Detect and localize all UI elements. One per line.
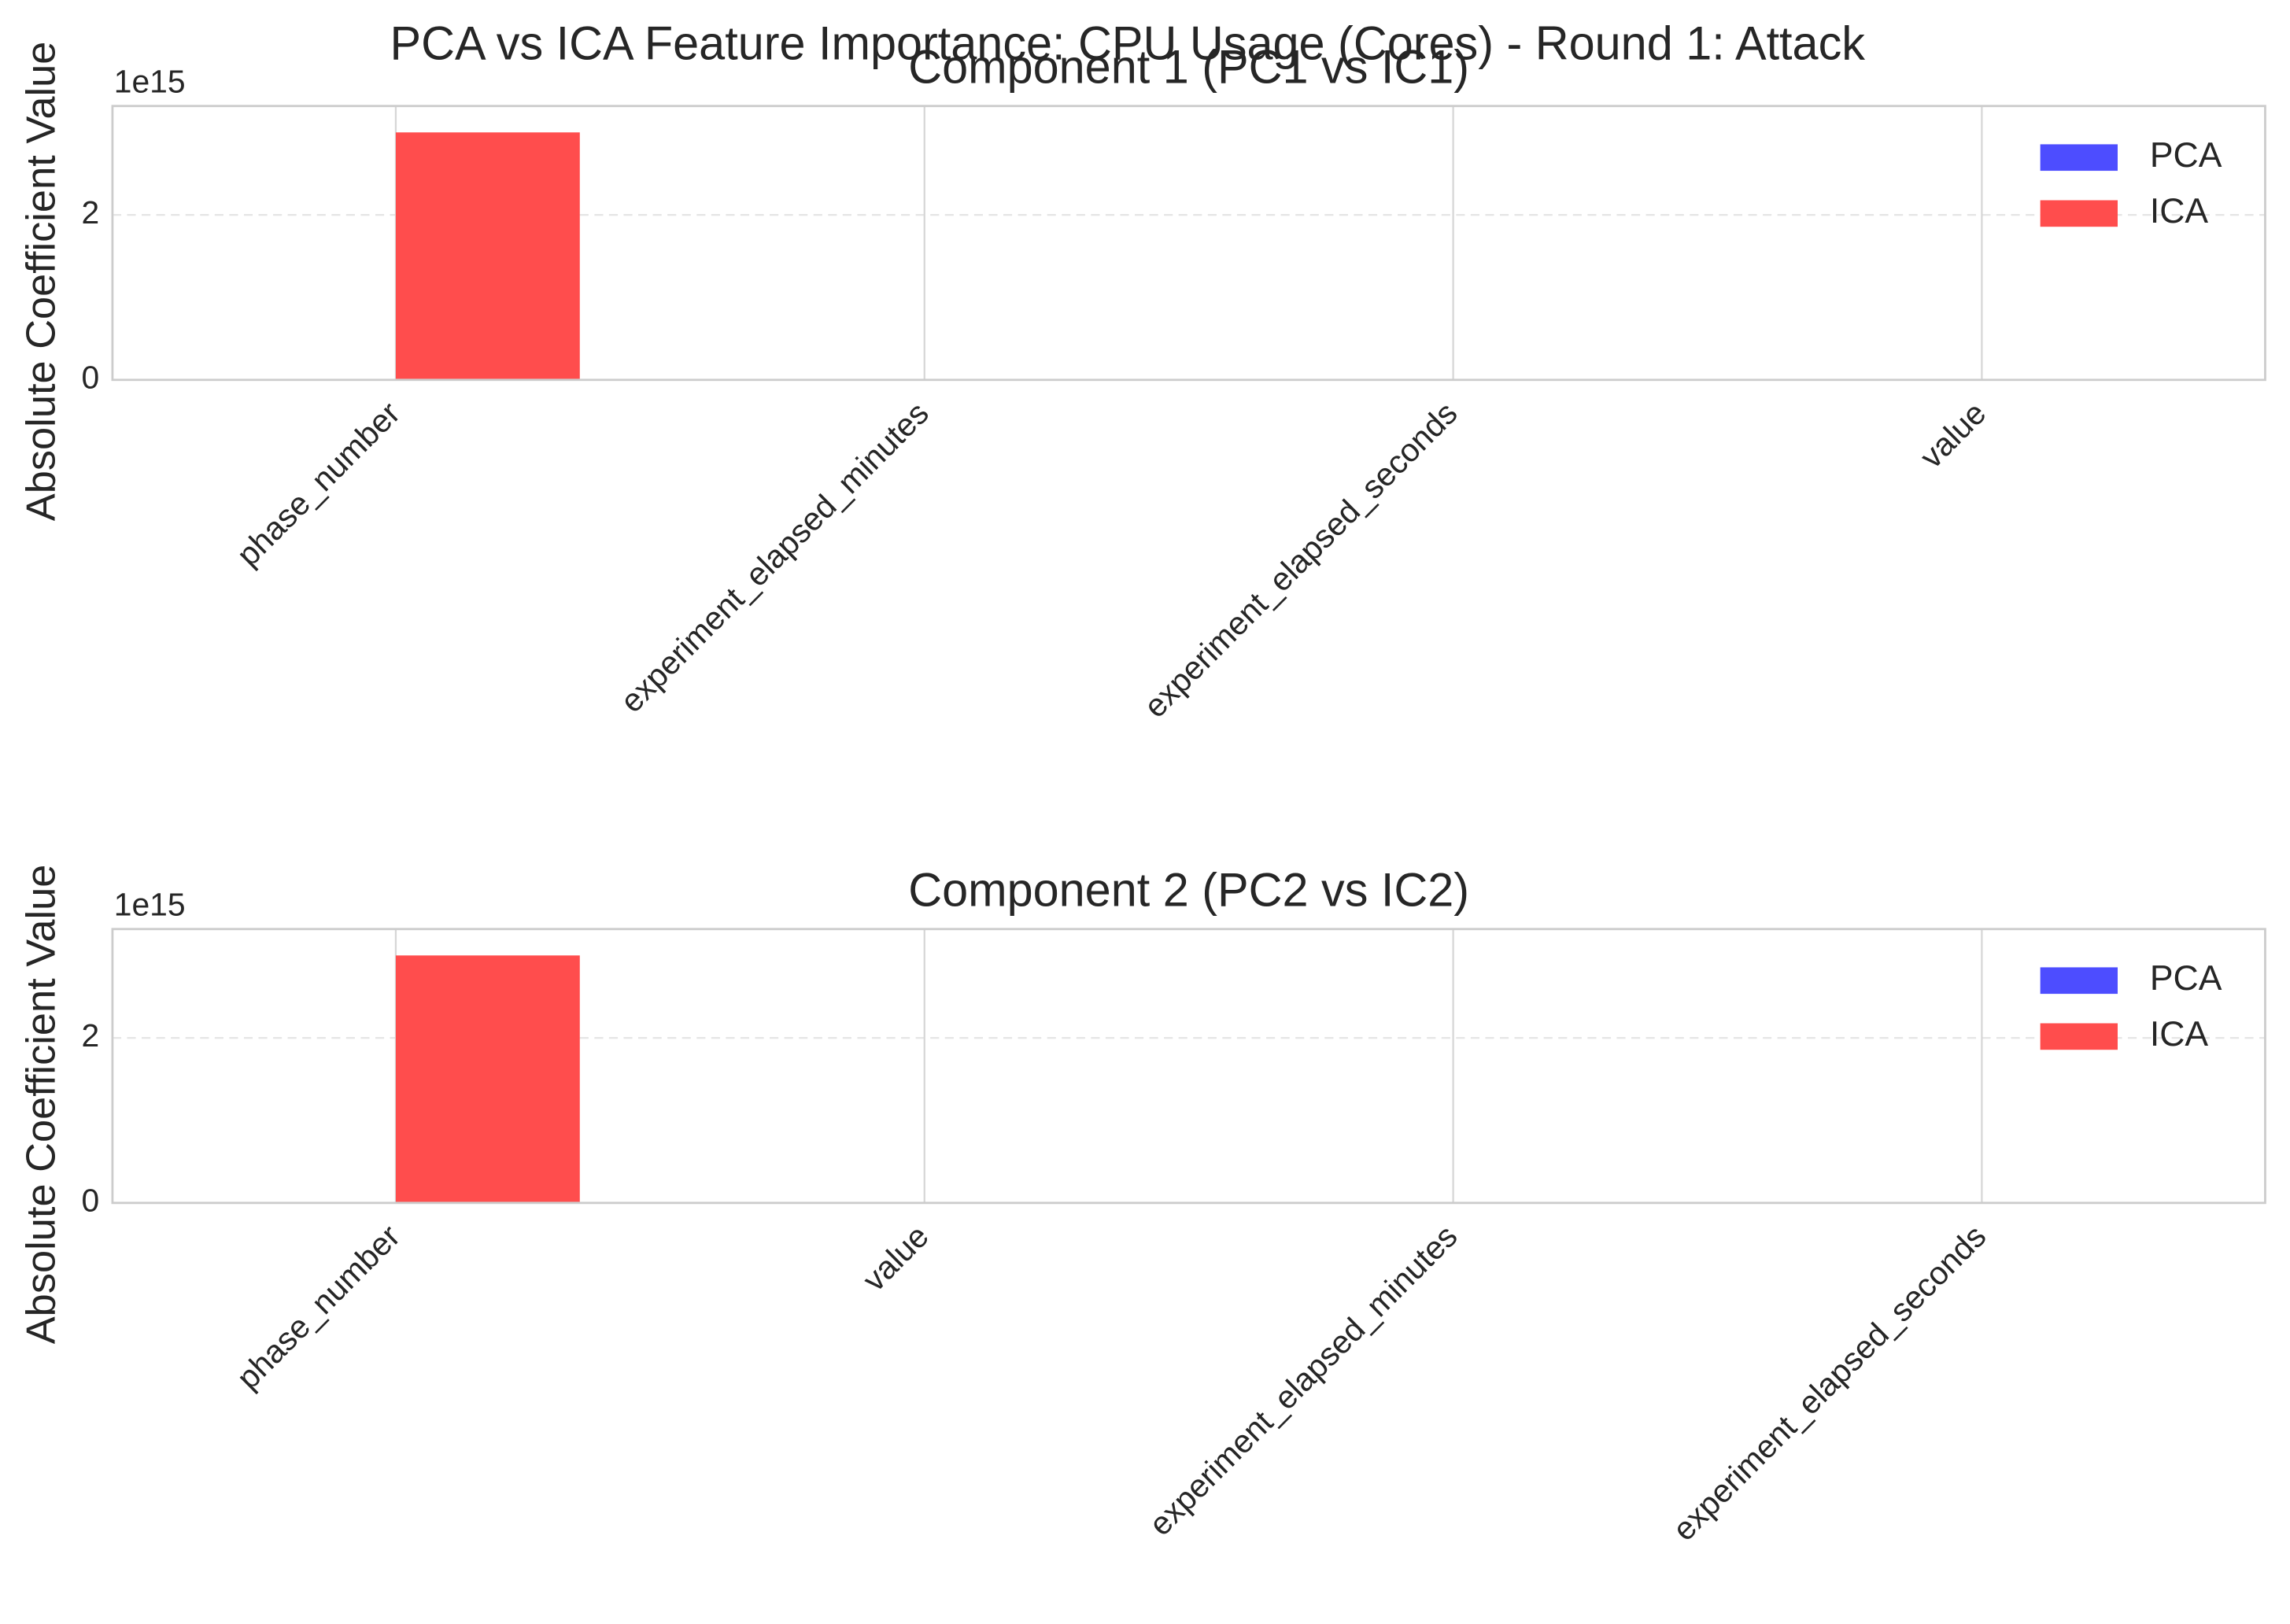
axes-frame — [111, 928, 2266, 1205]
legend-swatch — [2040, 144, 2118, 172]
y-tick-label: 0 — [81, 1183, 99, 1219]
y-offset-label: 1e15 — [114, 63, 186, 99]
y-offset-label: 1e15 — [114, 886, 186, 922]
figure-title: PCA vs ICA Feature Importance: CPU Usage… — [390, 17, 1865, 69]
axes-frame — [111, 105, 2266, 382]
legend-swatch — [2040, 200, 2118, 227]
y-axis-label: Absolute Coefficient Value — [19, 42, 65, 522]
legend-label: PCA — [2150, 136, 2222, 175]
subplot-title: Component 1 (PC1 vs IC1) — [908, 40, 1469, 93]
bar — [395, 132, 580, 380]
subplot-title: Component 2 (PC2 vs IC2) — [908, 863, 1469, 916]
legend-swatch — [2040, 1023, 2118, 1050]
y-axis-label: Absolute Coefficient Value — [19, 865, 65, 1345]
legend-label: ICA — [2150, 1015, 2208, 1054]
y-tick-label: 2 — [81, 194, 99, 231]
y-tick-label: 0 — [81, 360, 99, 396]
legend-label: PCA — [2150, 959, 2222, 998]
legend-swatch — [2040, 967, 2118, 995]
legend-label: ICA — [2150, 192, 2208, 231]
bar — [395, 955, 580, 1203]
y-tick-label: 2 — [81, 1017, 99, 1054]
